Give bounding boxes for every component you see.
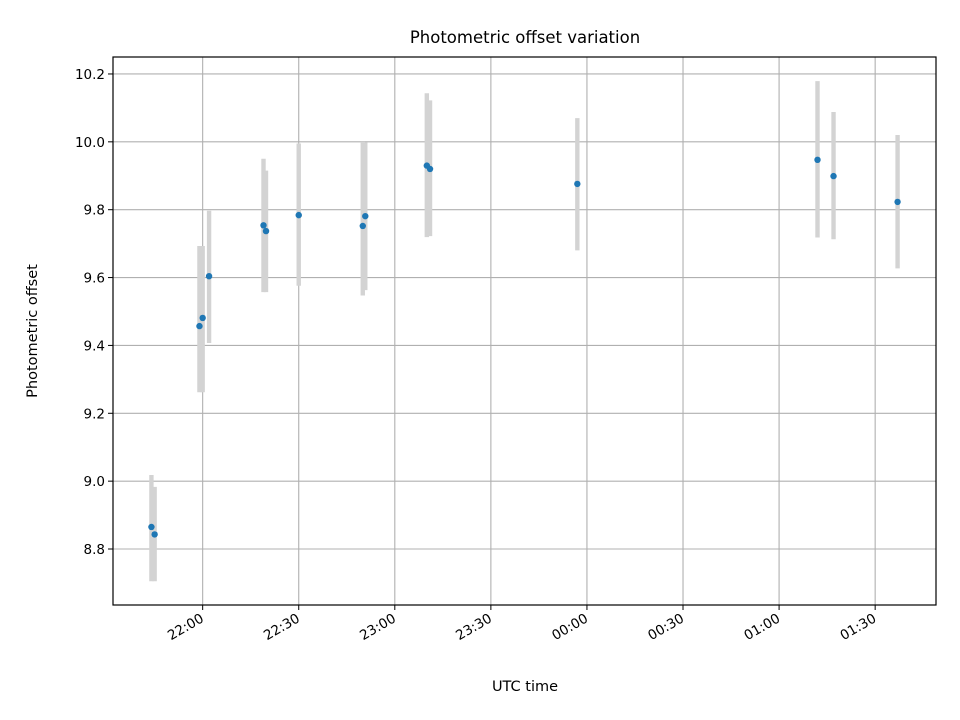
data-point: [894, 198, 901, 206]
data-point: [262, 227, 270, 235]
y-tick-label: 9.2: [84, 406, 105, 422]
data-point: [148, 523, 155, 531]
y-tick-label: 9.8: [84, 203, 105, 219]
data-point: [205, 273, 213, 280]
x-tick-label: 23:30: [453, 611, 495, 644]
grid-lines: [113, 57, 936, 605]
data-point: [359, 222, 366, 230]
chart-title: Photometric offset variation: [410, 28, 640, 47]
x-tick-label: 22:00: [165, 611, 207, 644]
data-point: [574, 180, 581, 188]
y-tick-label: 9.4: [84, 338, 105, 354]
x-tick-label: 01:00: [741, 611, 783, 644]
x-tick-label: 00:30: [645, 611, 687, 644]
data-point: [426, 165, 434, 173]
x-tick-label: 00:00: [549, 611, 591, 644]
x-axis-ticks: 22:00 22:30 23:00 23:30 00:00 00:30 01:00 01:30: [165, 605, 879, 644]
y-tick-label: 9.0: [84, 474, 105, 490]
data-point: [196, 322, 203, 330]
data-point: [830, 172, 837, 180]
y-tick-label: 8.8: [84, 542, 105, 558]
x-tick-label: 22:30: [261, 611, 303, 644]
x-tick-label: 01:30: [837, 611, 879, 644]
data-point: [362, 212, 369, 220]
y-tick-label: 10.0: [75, 135, 105, 151]
y-tick-label: 9.6: [84, 271, 105, 287]
data-point: [814, 156, 821, 164]
x-tick-label: 23:00: [357, 611, 399, 644]
data-points: [148, 156, 901, 538]
data-point: [199, 314, 206, 322]
y-tick-label: 10.2: [75, 67, 105, 83]
y-axis-ticks: 8.8 9.0 9.2 9.4 9.6 9.8 10.0 10.2: [75, 67, 113, 558]
error-bars: [149, 81, 900, 582]
y-axis-label: Photometric offset: [25, 264, 41, 398]
x-axis-label: UTC time: [492, 679, 558, 695]
plot-area-frame: [112, 56, 937, 606]
data-point: [151, 531, 158, 538]
data-point: [295, 211, 302, 219]
data-point: [260, 222, 267, 229]
